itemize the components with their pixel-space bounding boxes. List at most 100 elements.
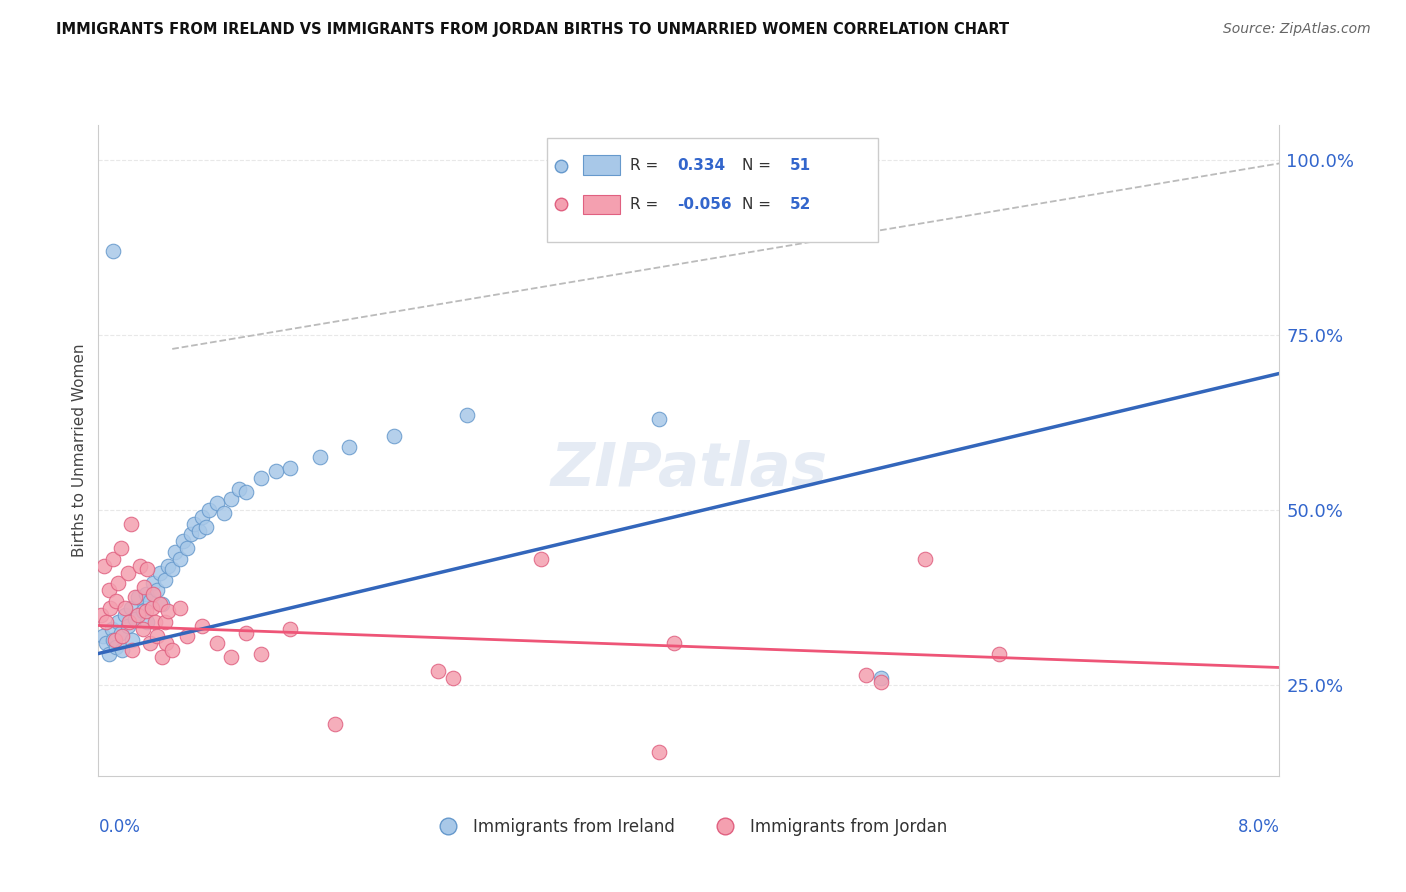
Point: [205, 636, 228, 650]
Point: [134, 580, 156, 594]
Point: [143, 615, 166, 629]
Point: [155, 636, 177, 650]
Point: [264, 465, 287, 479]
Point: [153, 573, 176, 587]
Point: [120, 516, 142, 531]
Point: [114, 601, 136, 615]
FancyBboxPatch shape: [547, 138, 877, 242]
Point: [426, 664, 449, 678]
Text: ZIPatlas: ZIPatlas: [550, 441, 828, 500]
Point: [250, 647, 273, 661]
Point: [103, 244, 125, 258]
Point: [105, 640, 128, 654]
Point: [111, 629, 134, 643]
Point: [111, 643, 134, 657]
Point: [132, 622, 155, 636]
Text: -0.056: -0.056: [678, 197, 731, 211]
Point: [142, 576, 165, 591]
Point: [97, 583, 120, 598]
Point: [323, 716, 346, 731]
Point: [97, 647, 120, 661]
Point: [90, 607, 112, 622]
Point: [648, 745, 671, 759]
Point: [118, 615, 141, 629]
Point: [139, 594, 162, 608]
Point: [198, 503, 221, 517]
Point: [180, 527, 202, 541]
Point: [110, 541, 132, 556]
Point: [191, 510, 214, 524]
Point: [162, 643, 183, 657]
Point: [169, 601, 191, 615]
Point: [855, 667, 877, 681]
Point: [94, 636, 117, 650]
Point: [191, 618, 214, 632]
Point: [127, 591, 149, 605]
Y-axis label: Births to Unmarried Women: Births to Unmarried Women: [72, 343, 87, 558]
Point: [914, 552, 936, 566]
Point: [869, 671, 891, 685]
Point: [337, 440, 360, 454]
Point: [456, 409, 478, 423]
Point: [124, 611, 146, 625]
Point: [648, 412, 671, 426]
Point: [219, 650, 242, 665]
Text: IMMIGRANTS FROM IRELAND VS IMMIGRANTS FROM JORDAN BIRTHS TO UNMARRIED WOMEN CORR: IMMIGRANTS FROM IRELAND VS IMMIGRANTS FR…: [56, 22, 1010, 37]
Point: [135, 605, 157, 619]
Point: [104, 632, 127, 647]
Point: [228, 482, 250, 496]
Point: [121, 632, 143, 647]
Point: [169, 552, 191, 566]
Point: [156, 605, 179, 619]
Point: [149, 566, 172, 580]
Point: [142, 587, 165, 601]
Legend: Immigrants from Ireland, Immigrants from Jordan: Immigrants from Ireland, Immigrants from…: [425, 811, 953, 843]
Point: [212, 507, 235, 521]
Point: [165, 545, 187, 559]
Point: [107, 576, 129, 591]
Point: [120, 601, 142, 615]
Point: [114, 607, 136, 622]
Point: [149, 598, 172, 612]
Point: [250, 471, 273, 485]
Point: [146, 629, 169, 643]
Point: [382, 429, 405, 443]
Point: [150, 598, 173, 612]
Text: N =: N =: [742, 197, 776, 211]
Point: [235, 485, 257, 500]
Point: [103, 552, 125, 566]
Point: [205, 496, 228, 510]
Point: [150, 650, 173, 665]
Point: [117, 566, 139, 580]
Text: 0.0%: 0.0%: [98, 818, 141, 837]
Point: [869, 674, 891, 689]
Text: R =: R =: [630, 197, 664, 211]
Point: [135, 587, 157, 601]
Point: [987, 647, 1010, 661]
Text: R =: R =: [630, 159, 664, 173]
Point: [124, 591, 146, 605]
Point: [98, 601, 121, 615]
Point: [187, 524, 209, 538]
Point: [110, 625, 132, 640]
Text: 51: 51: [789, 159, 810, 173]
Text: N =: N =: [742, 159, 776, 173]
Point: [664, 636, 686, 650]
Bar: [582, 194, 620, 214]
Point: [235, 625, 257, 640]
Point: [141, 601, 163, 615]
Point: [105, 594, 128, 608]
Text: 0.334: 0.334: [678, 159, 725, 173]
Text: Source: ZipAtlas.com: Source: ZipAtlas.com: [1223, 22, 1371, 37]
Point: [136, 615, 159, 629]
Point: [93, 559, 115, 574]
Point: [127, 607, 149, 622]
Point: [153, 615, 176, 629]
Point: [441, 671, 464, 685]
Point: [94, 615, 117, 629]
Bar: [582, 155, 620, 175]
Point: [128, 559, 150, 574]
Point: [139, 636, 162, 650]
Point: [136, 562, 159, 576]
Point: [176, 541, 198, 556]
